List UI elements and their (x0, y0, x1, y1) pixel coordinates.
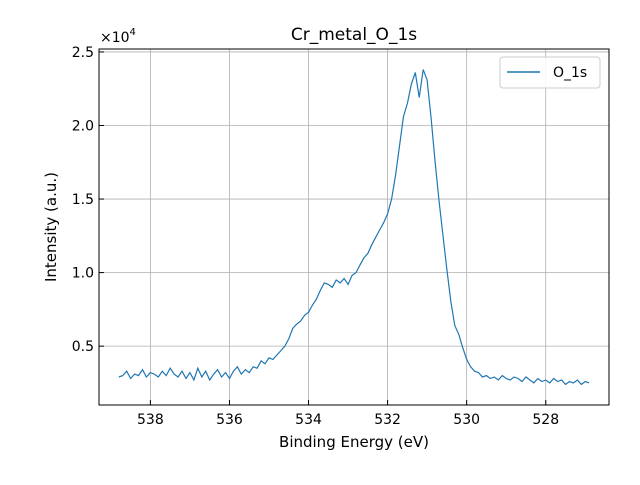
y-scale-base: ×10 (100, 30, 130, 46)
y-tick-label: 2.5 (72, 45, 94, 61)
legend-box (499, 56, 601, 89)
x-tick-label: 532 (374, 412, 401, 428)
legend: O_1s (499, 56, 601, 89)
x-tick-label: 534 (295, 412, 322, 428)
x-tick-label: 530 (453, 412, 480, 428)
series-layer (118, 69, 590, 386)
x-axis-ticks: 538 536 534 532 530 528 (137, 400, 559, 428)
grid (99, 49, 609, 405)
x-axis-label: Binding Energy (eV) (279, 433, 429, 451)
y-scale-exponent: 4 (130, 27, 136, 38)
y-tick-label: 2.0 (72, 118, 94, 134)
legend-label-o-1s: O_1s (553, 65, 587, 81)
y-tick-label: 1.5 (72, 192, 94, 208)
y-axis-label: Intensity (a.u.) (42, 172, 60, 282)
x-tick-label: 538 (137, 412, 164, 428)
plot-frame (98, 48, 610, 406)
y-axis-ticks: 0.5 1.0 1.5 2.0 2.5 (72, 45, 104, 355)
y-axis-scale-factor: ×104 (100, 27, 136, 46)
series-line-o-1s (118, 69, 590, 386)
y-tick-label: 0.5 (72, 339, 94, 355)
x-tick-label: 536 (216, 412, 243, 428)
x-tick-label: 528 (532, 412, 559, 428)
chart-title: Cr_metal_O_1s (291, 25, 417, 45)
y-tick-label: 1.0 (72, 266, 94, 282)
